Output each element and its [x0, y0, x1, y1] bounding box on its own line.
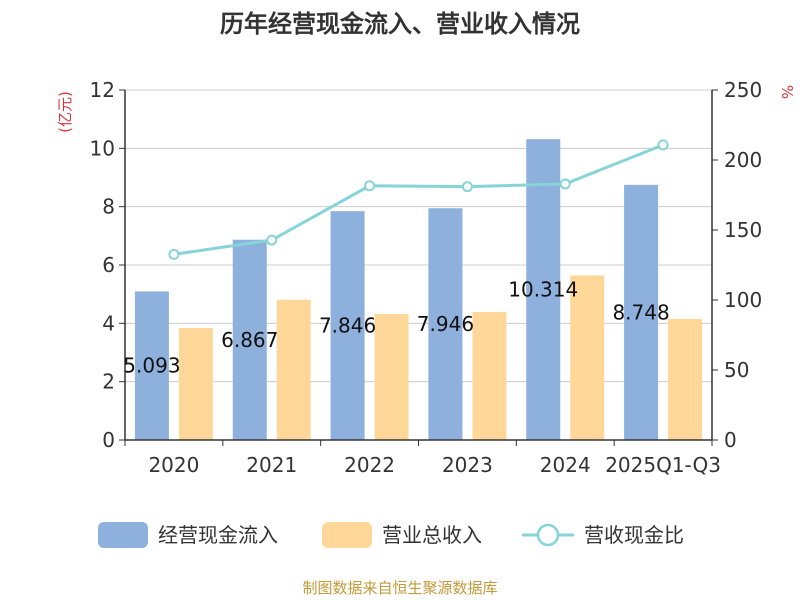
y-left-tick-label: 4 [102, 311, 115, 335]
y-left-axis-label: (亿元) [56, 91, 74, 133]
x-tick-label: 2025Q1-Q3 [605, 453, 721, 477]
y-right-axis-label: % [778, 85, 796, 99]
y-right-tick-label: 200 [724, 148, 762, 172]
gridlines [125, 89, 712, 383]
bar-revenue [668, 318, 703, 440]
y-left-tick-label: 6 [102, 253, 115, 277]
legend-item-cash-inflow[interactable]: 经营现金流入 [98, 522, 278, 548]
bar-cash-inflow [232, 239, 267, 440]
bar-revenue [374, 314, 409, 440]
bar-cash-inflow [526, 139, 561, 441]
bar-cash-inflow [330, 211, 365, 440]
data-label-cash-inflow: 7.846 [319, 314, 376, 338]
ratio-point [266, 234, 278, 246]
bar-revenue [276, 299, 311, 440]
bar-cash-inflow [428, 208, 463, 440]
x-tick-label: 2023 [442, 453, 493, 477]
ratio-line-path [173, 143, 664, 256]
y-right-tick-label: 0 [724, 428, 737, 452]
legend-swatch-revenue [322, 522, 372, 548]
data-label-cash-inflow: 7.946 [417, 312, 474, 336]
legend-label-revenue: 营业总收入 [382, 523, 482, 547]
legend-item-revenue[interactable]: 营业总收入 [322, 522, 482, 548]
ratio-point [461, 181, 473, 193]
y-left-tick-label: 8 [102, 195, 115, 219]
legend-item-ratio[interactable]: 营收现金比 [522, 523, 684, 547]
y-left-tick-label: 10 [90, 136, 115, 160]
data-label-cash-inflow: 10.314 [508, 278, 578, 302]
legend[interactable]: 经营现金流入 营业总收入 营收现金比 [98, 522, 684, 548]
axes: 0 2 4 6 8 10 12 0 50 100 150 200 250 (亿元) % 2020 2021 202… [56, 78, 796, 477]
x-tick-label: 2020 [148, 453, 199, 477]
x-tick-label: 2021 [246, 453, 297, 477]
y-right-tick-label: 100 [724, 288, 762, 312]
y-right-tick-label: 250 [724, 78, 762, 102]
data-label-cash-inflow: 5.093 [123, 354, 180, 378]
data-label-cash-inflow: 8.748 [612, 300, 669, 324]
bar-revenue [472, 311, 507, 440]
legend-label-ratio: 营收现金比 [584, 523, 684, 547]
bar-cash-inflow [624, 184, 659, 440]
ratio-point [657, 139, 669, 151]
bar-revenue [570, 275, 605, 440]
legend-swatch-ratio-marker [536, 523, 560, 547]
data-labels: 5.093 6.867 7.846 7.946 10.314 8.748 [123, 278, 669, 378]
data-label-cash-inflow: 6.867 [221, 328, 278, 352]
y-left-tick-label: 0 [102, 428, 115, 452]
y-right-tick-label: 150 [724, 218, 762, 242]
bars [134, 139, 703, 441]
ratio-point [168, 248, 180, 260]
legend-swatch-cash-inflow [98, 522, 148, 548]
y-left-tick-label: 12 [90, 78, 115, 102]
bar-revenue [178, 328, 213, 440]
x-tick-label: 2024 [540, 453, 591, 477]
ratio-point [364, 180, 376, 192]
bar-cash-inflow [134, 291, 169, 440]
y-left-tick-label: 2 [102, 370, 115, 394]
chart-title: 历年经营现金流入、营业收入情况 [220, 10, 580, 38]
ratio-point [559, 178, 571, 190]
x-tick-label: 2022 [344, 453, 395, 477]
legend-label-cash-inflow: 经营现金流入 [158, 523, 278, 547]
source-note: 制图数据来自恒生聚源数据库 [302, 579, 497, 597]
ratio-line [168, 139, 669, 260]
y-right-tick-label: 50 [724, 358, 749, 382]
